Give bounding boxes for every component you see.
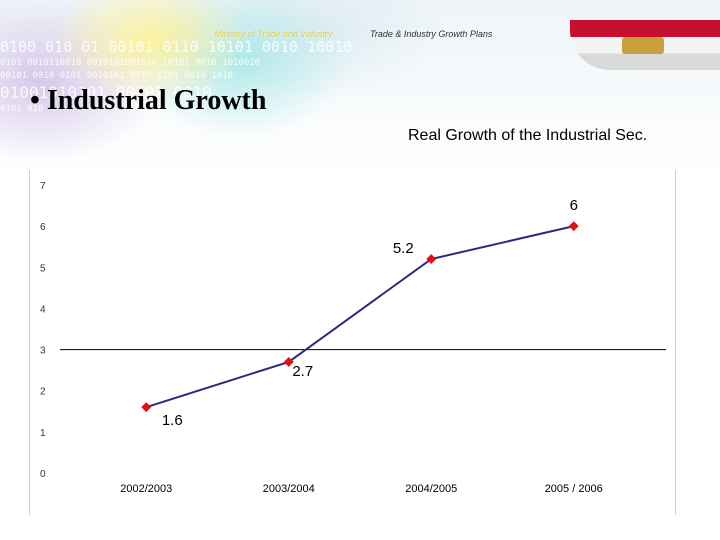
y-tick-label: 5 — [40, 263, 46, 274]
y-tick-label: 0 — [40, 469, 46, 480]
data-point-marker — [568, 221, 579, 232]
chart-title: Real Growth of the Industrial Sec. — [408, 127, 648, 144]
chart-area: 0 1 2 3 4 5 6 7 2002/2003 2003/2004 2004/2005 2005 … — [29, 170, 676, 515]
data-point-marker — [283, 356, 294, 367]
data-label: 1.6 — [162, 412, 183, 429]
binary-text-line: 00101 0010 0101 0010101 0010 0101 0010 1… — [0, 71, 233, 81]
data-point-marker — [141, 402, 152, 413]
x-tick-label: 2005 / 2006 — [545, 483, 603, 495]
slide-title: • Industrial Growth — [30, 85, 266, 117]
data-point-marker — [426, 254, 437, 265]
x-tick-label: 2002/2003 — [120, 483, 172, 495]
slide-title-text: Industrial Growth — [46, 85, 267, 116]
data-label: 2.7 — [292, 363, 313, 380]
y-tick-label: 4 — [40, 304, 46, 315]
y-tick-label: 3 — [40, 346, 46, 357]
binary-background: 0100 010 01 00101 0110 10101 0010 10010 0… — [0, 40, 430, 180]
line-chart: 0 1 2 3 4 5 6 7 2002/2003 2003/2004 2004/2005 2005 … — [40, 181, 666, 495]
bullet-icon: • — [30, 85, 40, 116]
x-tick-label: 2004/2005 — [405, 483, 457, 495]
y-tick-label: 7 — [40, 181, 46, 192]
ministry-name: Ministry of Trade and Industry — [214, 29, 333, 39]
y-tick-label: 6 — [40, 222, 46, 233]
binary-text-line: 01001010101 00101 0010 — [0, 83, 212, 102]
data-label: 6 — [570, 197, 578, 214]
binary-text-line: 0101 010 — [0, 104, 44, 114]
header-subtitle: Trade & Industry Growth Plans — [370, 29, 493, 39]
data-label: 5.2 — [393, 240, 414, 257]
y-tick-label: 1 — [40, 428, 46, 439]
binary-text-line: 0100 010 01 00101 0110 10101 0010 10010 — [0, 40, 353, 56]
series-line — [145, 225, 574, 409]
x-tick-label: 2003/2004 — [263, 483, 315, 495]
eagle-emblem-icon — [622, 37, 664, 54]
binary-text-line: 0101 0010110010 0010101001010 10101 0010… — [0, 58, 261, 68]
y-tick-label: 2 — [40, 387, 46, 398]
